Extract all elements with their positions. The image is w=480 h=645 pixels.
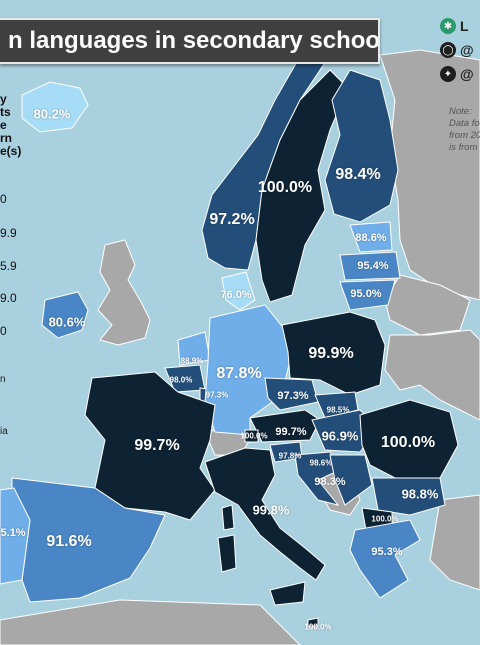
label-finland: 98.4% (335, 166, 381, 183)
label-estonia: 88.6% (355, 232, 387, 244)
label-italy: 99.8% (252, 502, 290, 518)
poland-shape (281, 311, 386, 396)
social-row-brand[interactable]: ✱ L (440, 14, 480, 38)
note-line: Note: (449, 106, 472, 117)
legend-small-item: n (0, 374, 6, 385)
label-czechia: 97.3% (277, 390, 309, 402)
label-denmark: 76.0% (220, 289, 252, 301)
ukraine-shape (384, 329, 480, 421)
social-row-twitter[interactable]: ✦ @ (440, 62, 480, 86)
label-belgium: 98.0% (169, 375, 193, 385)
map-title: n languages in secondary school (0, 18, 380, 64)
label-slovenia: 97.8% (278, 451, 302, 461)
turkey-shape (429, 494, 480, 591)
legend-small-item: ia (0, 426, 8, 437)
label-ireland: 80.6% (48, 314, 86, 330)
label-germany: 87.8% (216, 365, 262, 382)
uk-shape (97, 239, 151, 346)
portugal-shape (0, 487, 31, 585)
malta-shape (307, 617, 319, 627)
label-greece: 95.3% (371, 546, 403, 558)
corsica-shape (221, 504, 235, 531)
social-links: ✱ L ◯ @ ✦ @ (440, 14, 480, 86)
sardinia-shape (217, 534, 237, 573)
label-lithuania: 95.0% (350, 288, 382, 300)
lithuania-shape (339, 279, 396, 311)
legend-item: 0 (0, 324, 7, 338)
legend-title-line: ts (0, 105, 11, 119)
italy-shape (204, 447, 326, 581)
label-sweden: 100.0% (257, 179, 313, 196)
finland-shape (324, 69, 399, 223)
label-serbia: 98.3% (314, 476, 346, 488)
legend-title: y ts e rn e(s) (0, 93, 21, 158)
legend-title-line: e (0, 118, 7, 132)
label-romania: 100.0% (380, 434, 436, 451)
legend: y ts e rn e(s) 0 9.9 5.9 9.0 0 n ia (0, 93, 21, 438)
social-handle: L (460, 18, 469, 34)
label-bulgaria: 98.8% (401, 486, 439, 502)
label-spain: 91.6% (46, 533, 92, 550)
twitter-icon: ✦ (440, 66, 456, 82)
serbia-shape (329, 454, 373, 506)
ireland-shape (41, 291, 89, 339)
label-poland: 99.9% (308, 345, 354, 362)
legend-item: 0 (0, 192, 7, 206)
label-portugal: 85.1% (0, 527, 26, 539)
legend-item: 9.0 (0, 291, 17, 305)
latvia-shape (339, 251, 401, 281)
label-norway: 97.2% (209, 211, 255, 228)
austria-shape (249, 409, 321, 443)
label-liechtenstein: 100.0% (240, 431, 268, 441)
label-france: 99.7% (134, 437, 180, 454)
sicily-shape (269, 581, 306, 606)
brand-logo-icon: ✱ (440, 18, 456, 34)
czechia-shape (264, 377, 319, 411)
legend-item: 5.9 (0, 259, 17, 273)
label-austria: 99.7% (275, 426, 307, 438)
legend-title-line: rn (0, 131, 12, 145)
denmark-shape (221, 271, 256, 311)
social-handle: @ (460, 66, 474, 82)
label-slovakia: 98.5% (326, 405, 350, 415)
bulgaria-shape (371, 477, 446, 516)
note-line: from 20 (449, 130, 480, 141)
label-north-macedonia: 100.0% (371, 514, 399, 524)
social-handle: @ (460, 42, 474, 58)
label-hungary: 96.9% (321, 428, 359, 444)
greece-shape (349, 519, 421, 599)
label-latvia: 95.4% (357, 260, 389, 272)
note-line: Data fo (449, 118, 480, 129)
liechtenstein-shape (244, 429, 259, 443)
estonia-shape (349, 221, 393, 253)
data-note: Note: Data fo from 20 is from (449, 106, 480, 154)
label-netherlands: 88.9% (180, 356, 204, 366)
label-croatia: 98.6% (309, 458, 333, 468)
social-row-instagram[interactable]: ◯ @ (440, 38, 480, 62)
legend-item: 9.9 (0, 226, 17, 240)
sweden-shape (255, 69, 349, 303)
instagram-icon: ◯ (440, 42, 456, 58)
france-shape (84, 371, 216, 521)
north-africa-shape (0, 599, 301, 645)
legend-title-line: y (0, 92, 7, 106)
legend-title-line: e(s) (0, 144, 22, 158)
iceland-shape (21, 81, 89, 133)
note-line: is from (449, 142, 478, 153)
label-luxembourg: 97.3% (205, 390, 229, 400)
label-malta: 100.0% (304, 622, 332, 632)
label-iceland: 80.2% (33, 106, 71, 122)
